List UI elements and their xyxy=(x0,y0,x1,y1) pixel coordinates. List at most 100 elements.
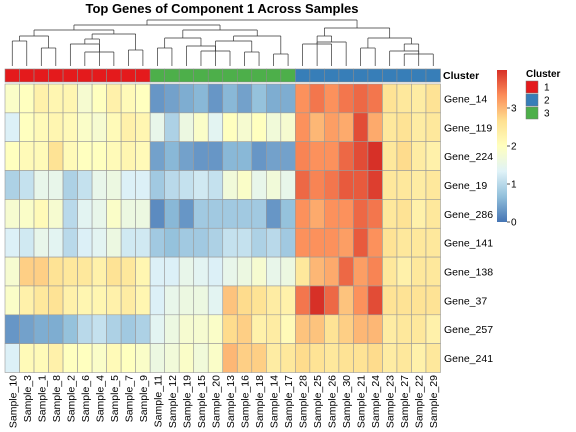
heatmap-cell xyxy=(353,256,369,287)
heatmap-cell xyxy=(193,256,209,287)
heatmap-cell xyxy=(77,227,93,258)
heatmap-cell xyxy=(149,199,165,229)
heatmap-cell xyxy=(149,141,165,171)
heatmap-cell xyxy=(295,112,311,142)
column-label: Sample_24 xyxy=(370,375,382,428)
annotation-label: Cluster xyxy=(443,70,479,82)
heatmap-cell xyxy=(4,256,20,287)
cluster-legend-swatch xyxy=(525,93,539,107)
heatmap-cell xyxy=(236,170,253,200)
heatmap-cell xyxy=(164,170,180,200)
heatmap-cell xyxy=(164,343,180,373)
heatmap-cell xyxy=(207,170,224,200)
row-label: Gene_141 xyxy=(444,238,493,250)
heatmap-cell xyxy=(236,112,253,142)
heatmap-cell xyxy=(135,227,151,258)
heatmap-cell xyxy=(164,112,180,142)
heatmap-cell xyxy=(265,285,282,316)
annotation-cell xyxy=(91,68,107,83)
heatmap-cell xyxy=(382,227,398,258)
heatmap-cell xyxy=(77,170,93,200)
heatmap-cell xyxy=(396,343,412,373)
heatmap-cell xyxy=(4,141,20,171)
heatmap-cell xyxy=(19,285,35,316)
heatmap-cell xyxy=(4,285,20,316)
heatmap-cell xyxy=(135,199,151,229)
heatmap-cell xyxy=(367,83,383,114)
heatmap-cell xyxy=(309,256,325,287)
heatmap-cell xyxy=(382,285,398,316)
heatmap-cell xyxy=(193,199,209,229)
row-label: Gene_37 xyxy=(444,295,487,307)
heatmap-cell xyxy=(251,343,267,373)
annotation-cell xyxy=(164,68,180,83)
heatmap-cell xyxy=(396,314,412,344)
heatmap-cell xyxy=(91,83,107,114)
heatmap-cell xyxy=(48,343,64,373)
column-label: Sample_28 xyxy=(298,375,310,428)
heatmap-cell xyxy=(77,199,93,229)
heatmap-cell xyxy=(425,112,441,142)
heatmap-cell xyxy=(149,314,165,344)
heatmap-cell xyxy=(367,314,383,344)
heatmap-cell xyxy=(295,170,311,200)
heatmap-cell xyxy=(353,227,369,258)
row-label: Gene_224 xyxy=(444,151,493,163)
heatmap-cell xyxy=(425,343,441,373)
heatmap-cell xyxy=(236,141,253,171)
heatmap-cell xyxy=(193,285,209,316)
heatmap-cell xyxy=(48,83,64,114)
heatmap-cell xyxy=(77,285,93,316)
heatmap-cell xyxy=(120,199,136,229)
heatmap-cell xyxy=(193,112,209,142)
heatmap-cell xyxy=(324,343,340,373)
heatmap-cell xyxy=(425,285,441,316)
heatmap-cell xyxy=(106,112,122,142)
column-dendrogram xyxy=(11,19,434,66)
heatmap-cell xyxy=(19,227,35,258)
heatmap-cell xyxy=(178,199,195,229)
heatmap-cell xyxy=(236,83,253,114)
heatmap-cell xyxy=(77,112,93,142)
heatmap-cell xyxy=(280,112,296,142)
heatmap-cell xyxy=(280,227,296,258)
annotation-cell xyxy=(309,68,325,83)
heatmap-cell xyxy=(62,227,78,258)
heatmap-cell xyxy=(295,343,311,373)
heatmap-cell xyxy=(77,83,93,114)
row-label: Gene_257 xyxy=(444,324,493,336)
heatmap-cell xyxy=(280,343,296,373)
heatmap-cell xyxy=(193,227,209,258)
heatmap-cell xyxy=(77,141,93,171)
heatmap-cell xyxy=(396,199,412,229)
column-label: Sample_26 xyxy=(327,375,339,428)
heatmap-cell xyxy=(77,343,93,373)
heatmap-cell xyxy=(91,343,107,373)
heatmap-cell xyxy=(135,256,151,287)
heatmap-cell xyxy=(33,285,49,316)
heatmap-cell xyxy=(222,256,238,287)
heatmap-cell xyxy=(251,227,267,258)
annotation-cell xyxy=(193,68,209,83)
heatmap-cell xyxy=(207,227,224,258)
column-label: Sample_5 xyxy=(109,375,121,422)
heatmap-cell xyxy=(149,112,165,142)
heatmap-cell xyxy=(164,314,180,344)
heatmap-cell xyxy=(324,314,340,344)
heatmap-cell xyxy=(295,83,311,114)
annotation-cell xyxy=(120,68,136,83)
color-scale-tick-label: 1 xyxy=(511,180,517,191)
heatmap-cell xyxy=(149,83,165,114)
heatmap-cell xyxy=(251,112,267,142)
heatmap-cell xyxy=(222,285,238,316)
heatmap-cell xyxy=(338,343,354,373)
heatmap-cell xyxy=(135,343,151,373)
heatmap-cell xyxy=(251,141,267,171)
heatmap-cell xyxy=(367,199,383,229)
heatmap-cell xyxy=(338,285,354,316)
heatmap-cell xyxy=(4,314,20,344)
heatmap-cell xyxy=(425,227,441,258)
heatmap-cell xyxy=(33,112,49,142)
column-label: Sample_2 xyxy=(65,375,77,422)
heatmap-cell xyxy=(425,314,441,344)
